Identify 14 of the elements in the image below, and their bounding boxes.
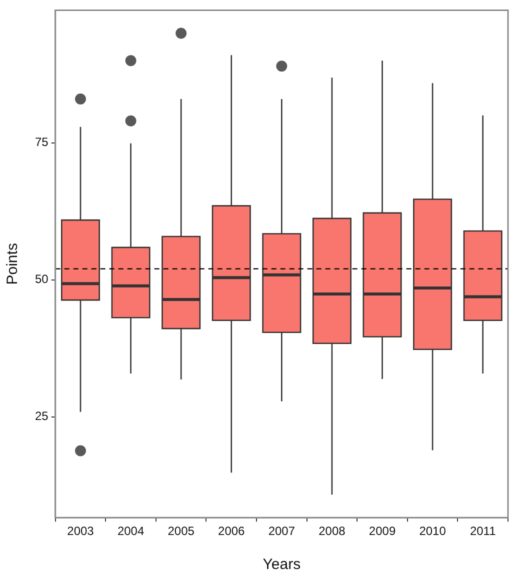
x-tick-label: 2009 (368, 524, 396, 538)
x-axis-title: Years (262, 556, 301, 574)
x-tick-label: 2011 (470, 524, 496, 538)
y-tick-label: 25 (34, 409, 49, 424)
x-tick-label: 2003 (67, 524, 94, 538)
x-tick-label: 2006 (218, 524, 246, 538)
x-tick-label: 2004 (117, 524, 144, 538)
x-tick-label: 2008 (318, 524, 346, 538)
x-tick-label: 2007 (268, 524, 296, 538)
y-axis-title: Points (4, 243, 22, 285)
y-tick-label: 50 (34, 272, 49, 286)
x-tick-label: 2005 (168, 524, 195, 538)
x-tick-label: 2010 (419, 524, 446, 538)
y-tick-label: 75 (34, 135, 49, 150)
